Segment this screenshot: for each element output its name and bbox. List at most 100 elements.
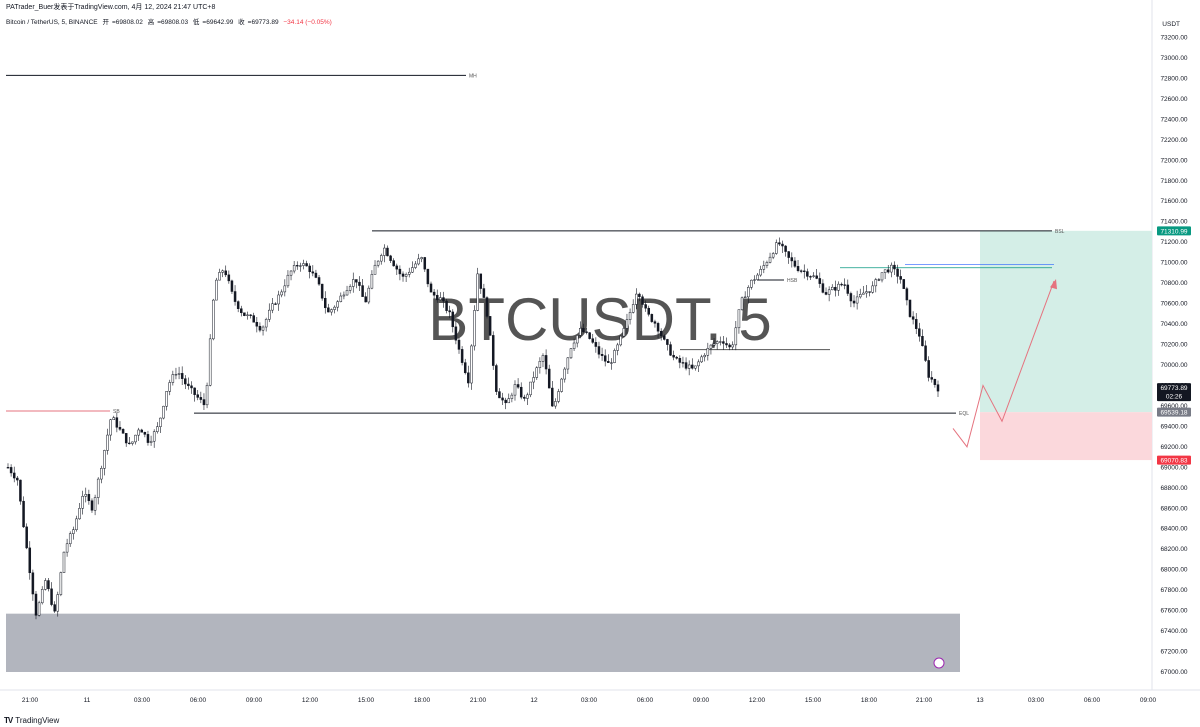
candle-body xyxy=(37,602,41,616)
y-tick-label: 70600.00 xyxy=(1160,301,1187,308)
x-tick-label: 03:00 xyxy=(581,697,598,704)
candle-body xyxy=(199,397,203,400)
candle-body xyxy=(277,294,280,305)
candle-body xyxy=(753,279,756,281)
candle-body xyxy=(193,387,196,395)
candle-body xyxy=(855,296,859,304)
candle-body xyxy=(50,588,53,605)
lightning-icon[interactable] xyxy=(933,657,945,669)
y-tick-label: 67600.00 xyxy=(1160,608,1187,615)
projection-path[interactable] xyxy=(952,280,1055,448)
candle-body xyxy=(874,279,878,287)
candle-body xyxy=(507,398,511,404)
y-tick-label: 68000.00 xyxy=(1160,567,1187,574)
candle-body xyxy=(243,312,246,316)
candle-body xyxy=(417,258,420,265)
x-tick-label: 15:00 xyxy=(358,697,375,704)
candle-body xyxy=(865,291,868,294)
candle-body xyxy=(358,281,361,286)
y-tick-label: 67800.00 xyxy=(1160,587,1187,594)
candle-body xyxy=(364,296,367,303)
candle-body xyxy=(93,497,97,511)
candle-body xyxy=(311,271,315,274)
candle-body xyxy=(883,269,887,273)
candle-body xyxy=(333,306,336,310)
candle-body xyxy=(843,284,846,286)
candle-body xyxy=(376,260,380,266)
candle-body xyxy=(799,270,803,272)
candle-body xyxy=(908,299,912,317)
candle-body xyxy=(687,364,691,369)
candle-body xyxy=(936,384,940,392)
x-tick-label: 12:00 xyxy=(302,697,319,704)
candle-body xyxy=(299,265,302,267)
candle-body xyxy=(168,382,171,392)
candle-body xyxy=(84,494,88,497)
candle-body xyxy=(781,243,784,247)
candle-body xyxy=(339,295,343,302)
y-tick-label: 68800.00 xyxy=(1160,485,1187,492)
candle-body xyxy=(81,495,84,509)
candle-body xyxy=(9,467,13,474)
candle-body xyxy=(143,432,147,435)
candle-body xyxy=(849,293,853,302)
price-tag-label: 71310.99 xyxy=(1160,228,1187,235)
candle-body xyxy=(137,429,140,436)
candle-body xyxy=(289,270,293,276)
take-profit-zone[interactable] xyxy=(980,230,1152,413)
candle-body xyxy=(75,518,78,530)
candle-body xyxy=(317,277,321,285)
candle-body xyxy=(793,260,797,267)
x-tick-label: 06:00 xyxy=(637,697,654,704)
stop-loss-zone[interactable] xyxy=(980,412,1152,461)
candle-body xyxy=(268,309,271,320)
candle-body xyxy=(224,270,227,276)
candle-body xyxy=(569,348,573,359)
price-tag-red xyxy=(1157,455,1191,465)
y-tick-label: 73200.00 xyxy=(1160,35,1187,42)
candle-body xyxy=(171,374,175,383)
symbol-name[interactable]: Bitcoin / TetherUS, 5, BINANCE xyxy=(6,19,98,26)
y-tick-label: 67400.00 xyxy=(1160,628,1187,635)
candle-body xyxy=(159,417,162,427)
y-tick-label: 68400.00 xyxy=(1160,526,1187,533)
candle-body xyxy=(255,321,259,327)
candle-body xyxy=(563,368,567,380)
candle-body xyxy=(635,293,638,305)
candle-body xyxy=(361,285,364,297)
candle-body xyxy=(650,314,654,322)
candle-body xyxy=(152,431,156,442)
candle-body xyxy=(663,335,666,340)
candle-body xyxy=(541,355,545,362)
candle-body xyxy=(395,265,399,270)
candle-body xyxy=(165,391,168,407)
candle-body xyxy=(523,396,526,399)
candle-body xyxy=(252,315,255,323)
candle-body xyxy=(519,386,523,398)
candle-body xyxy=(911,316,915,320)
candle-body xyxy=(187,383,190,387)
y-tick-label: 73000.00 xyxy=(1160,55,1187,62)
candle-body xyxy=(924,345,927,361)
candle-body xyxy=(610,362,613,364)
candle-body xyxy=(286,274,290,287)
candle-body xyxy=(893,264,896,270)
candle-body xyxy=(112,417,116,420)
candle-body xyxy=(765,262,769,266)
change-value: −34.14 (−0.05%) xyxy=(283,19,332,26)
candle-body xyxy=(435,294,439,301)
candle-body xyxy=(809,276,812,278)
candle-body xyxy=(927,360,930,378)
candle-body xyxy=(414,263,417,268)
candle-body xyxy=(106,434,109,451)
candle-body xyxy=(90,500,94,511)
candle-body xyxy=(921,336,924,347)
candle-body xyxy=(445,300,448,311)
candle-body xyxy=(827,289,831,295)
candle-body xyxy=(914,319,918,329)
candle-body xyxy=(348,286,352,291)
candle-body xyxy=(532,377,535,383)
candle-body xyxy=(812,275,815,277)
candle-body xyxy=(728,344,731,348)
